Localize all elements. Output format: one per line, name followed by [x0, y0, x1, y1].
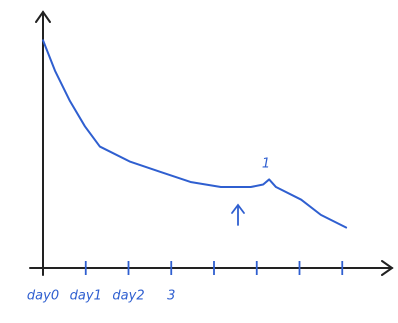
- pointer-arrow: [231, 203, 245, 226]
- data-line: [42, 39, 348, 229]
- x-tick-label: day0: [27, 289, 59, 304]
- annotation: 1: [262, 157, 270, 172]
- y-axis-arrow: [35, 10, 51, 23]
- x-tick-label: day1: [70, 289, 102, 304]
- x-tick-label: 3: [167, 289, 175, 304]
- x-axis-arrow: [381, 260, 394, 276]
- axes: [29, 10, 394, 276]
- x-tick-label: day2: [112, 289, 144, 304]
